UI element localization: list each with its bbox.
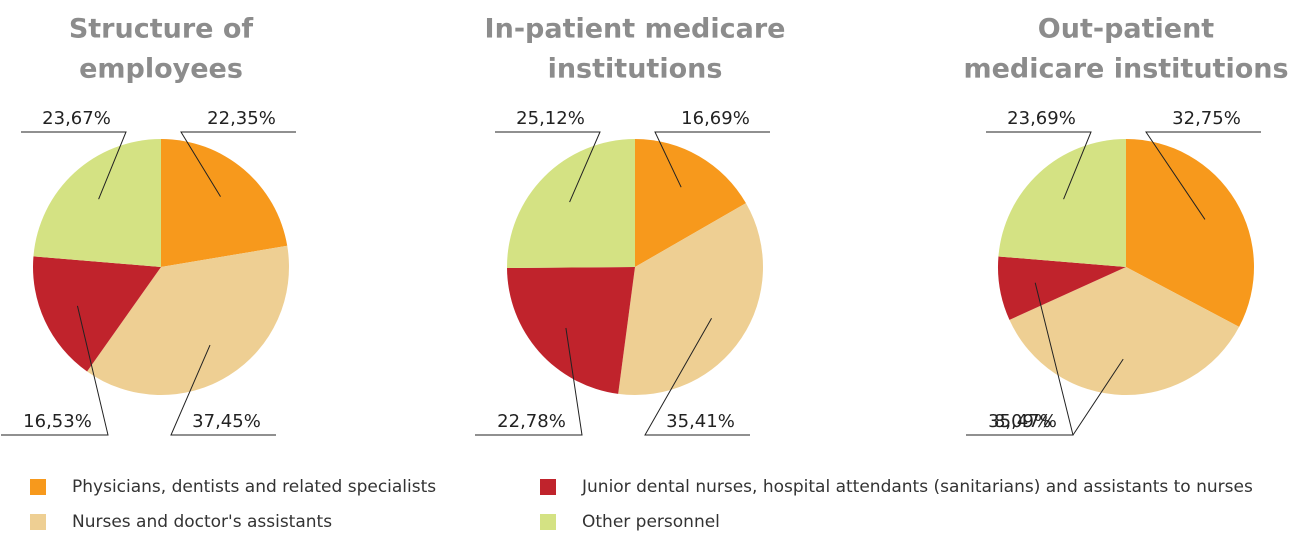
- chart-title: In-patient medicare: [485, 14, 786, 45]
- chart-title: Structure of: [69, 14, 254, 45]
- pie-slice: [507, 267, 635, 394]
- data-label: 37,45%: [192, 411, 261, 432]
- pie-slice: [998, 139, 1126, 267]
- chart-title: medicare institutions: [963, 54, 1288, 85]
- data-label: 8,09%: [994, 411, 1051, 432]
- leader-line: [986, 131, 1092, 200]
- chart-title: Out-patient: [1038, 14, 1215, 45]
- pie-slice: [33, 256, 162, 372]
- leader-line: [966, 282, 1074, 436]
- pie-slice: [1126, 139, 1254, 327]
- legend-swatch: [30, 514, 46, 530]
- leader-line: [1, 305, 109, 436]
- data-label: 35,47%: [988, 411, 1057, 432]
- pie-slice: [635, 139, 746, 267]
- leader-line: [644, 318, 750, 436]
- pie-slice: [507, 139, 635, 268]
- data-label: 32,75%: [1172, 108, 1241, 129]
- data-label: 22,35%: [207, 108, 276, 129]
- legend-label: Nurses and doctor's assistants: [72, 512, 332, 532]
- legend-label: Other personnel: [582, 512, 720, 532]
- leader-line: [180, 131, 296, 197]
- chart-title: institutions: [548, 54, 723, 85]
- pie-slice: [33, 139, 162, 267]
- data-label: 23,67%: [42, 108, 111, 129]
- legend-label: Junior dental nurses, hospital attendant…: [581, 477, 1253, 497]
- chart-title: employees: [79, 54, 243, 85]
- leader-line: [654, 131, 770, 188]
- pie-slice: [87, 245, 289, 395]
- legend-swatch: [30, 479, 46, 495]
- data-label: 22,78%: [497, 411, 566, 432]
- legend-swatch: [540, 479, 556, 495]
- data-label: 16,53%: [23, 411, 92, 432]
- pie-slice: [161, 139, 288, 267]
- leader-line: [1145, 131, 1261, 220]
- legend-swatch: [540, 514, 556, 530]
- legend-label: Physicians, dentists and related special…: [72, 477, 436, 497]
- pie-slice: [1009, 267, 1240, 395]
- leader-line: [495, 131, 601, 203]
- data-label: 23,69%: [1007, 108, 1076, 129]
- pie-slice: [998, 256, 1126, 320]
- leader-line: [21, 131, 127, 200]
- data-label: 25,12%: [516, 108, 585, 129]
- pie-slice: [618, 203, 763, 396]
- leader-line: [170, 344, 276, 436]
- data-label: 35,41%: [666, 411, 735, 432]
- data-label: 16,69%: [681, 108, 750, 129]
- leader-line: [475, 327, 583, 436]
